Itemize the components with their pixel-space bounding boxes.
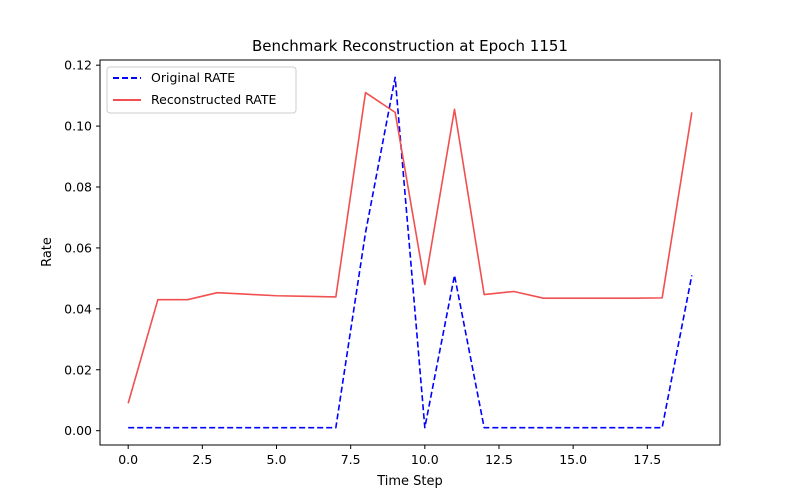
y-tick-label: 0.06 [64, 240, 92, 255]
legend-label-original: Original RATE [151, 70, 235, 85]
x-tick-label: 5.0 [267, 452, 287, 467]
x-tick-label: 7.5 [341, 452, 361, 467]
legend-box [106, 66, 297, 114]
y-tick-label: 0.08 [64, 180, 92, 195]
y-axis-label: Rate [40, 237, 55, 267]
x-tick-label: 17.5 [633, 452, 661, 467]
y-axis-ticks: 0.00 0.02 0.04 0.06 0.08 0.10 0.12 [64, 58, 100, 438]
legend-label-reconstructed: Reconstructed RATE [151, 92, 276, 107]
series-line-1 [127, 91, 693, 404]
legend: Original RATE Reconstructed RATE [106, 66, 297, 114]
x-tick-label: 0.0 [118, 452, 138, 467]
series-line-0 [128, 76, 693, 429]
x-axis-label: Time Step [376, 474, 443, 489]
y-tick-label: 0.02 [64, 362, 92, 377]
chart-title: Benchmark Reconstruction at Epoch 1151 [252, 37, 568, 55]
y-tick-label: 0.00 [64, 423, 92, 438]
x-tick-label: 15.0 [559, 452, 587, 467]
y-tick-label: 0.12 [64, 58, 92, 73]
x-tick-label: 10.0 [411, 452, 439, 467]
y-tick-label: 0.10 [64, 119, 92, 134]
x-axis-ticks: 0.0 2.5 5.0 7.5 10.0 12.5 15.0 17.5 [118, 445, 661, 467]
plot-lines [127, 76, 693, 429]
y-tick-label: 0.04 [64, 301, 92, 316]
x-tick-label: 2.5 [192, 452, 212, 467]
plot-frame [99, 59, 721, 446]
x-tick-label: 12.5 [485, 452, 513, 467]
